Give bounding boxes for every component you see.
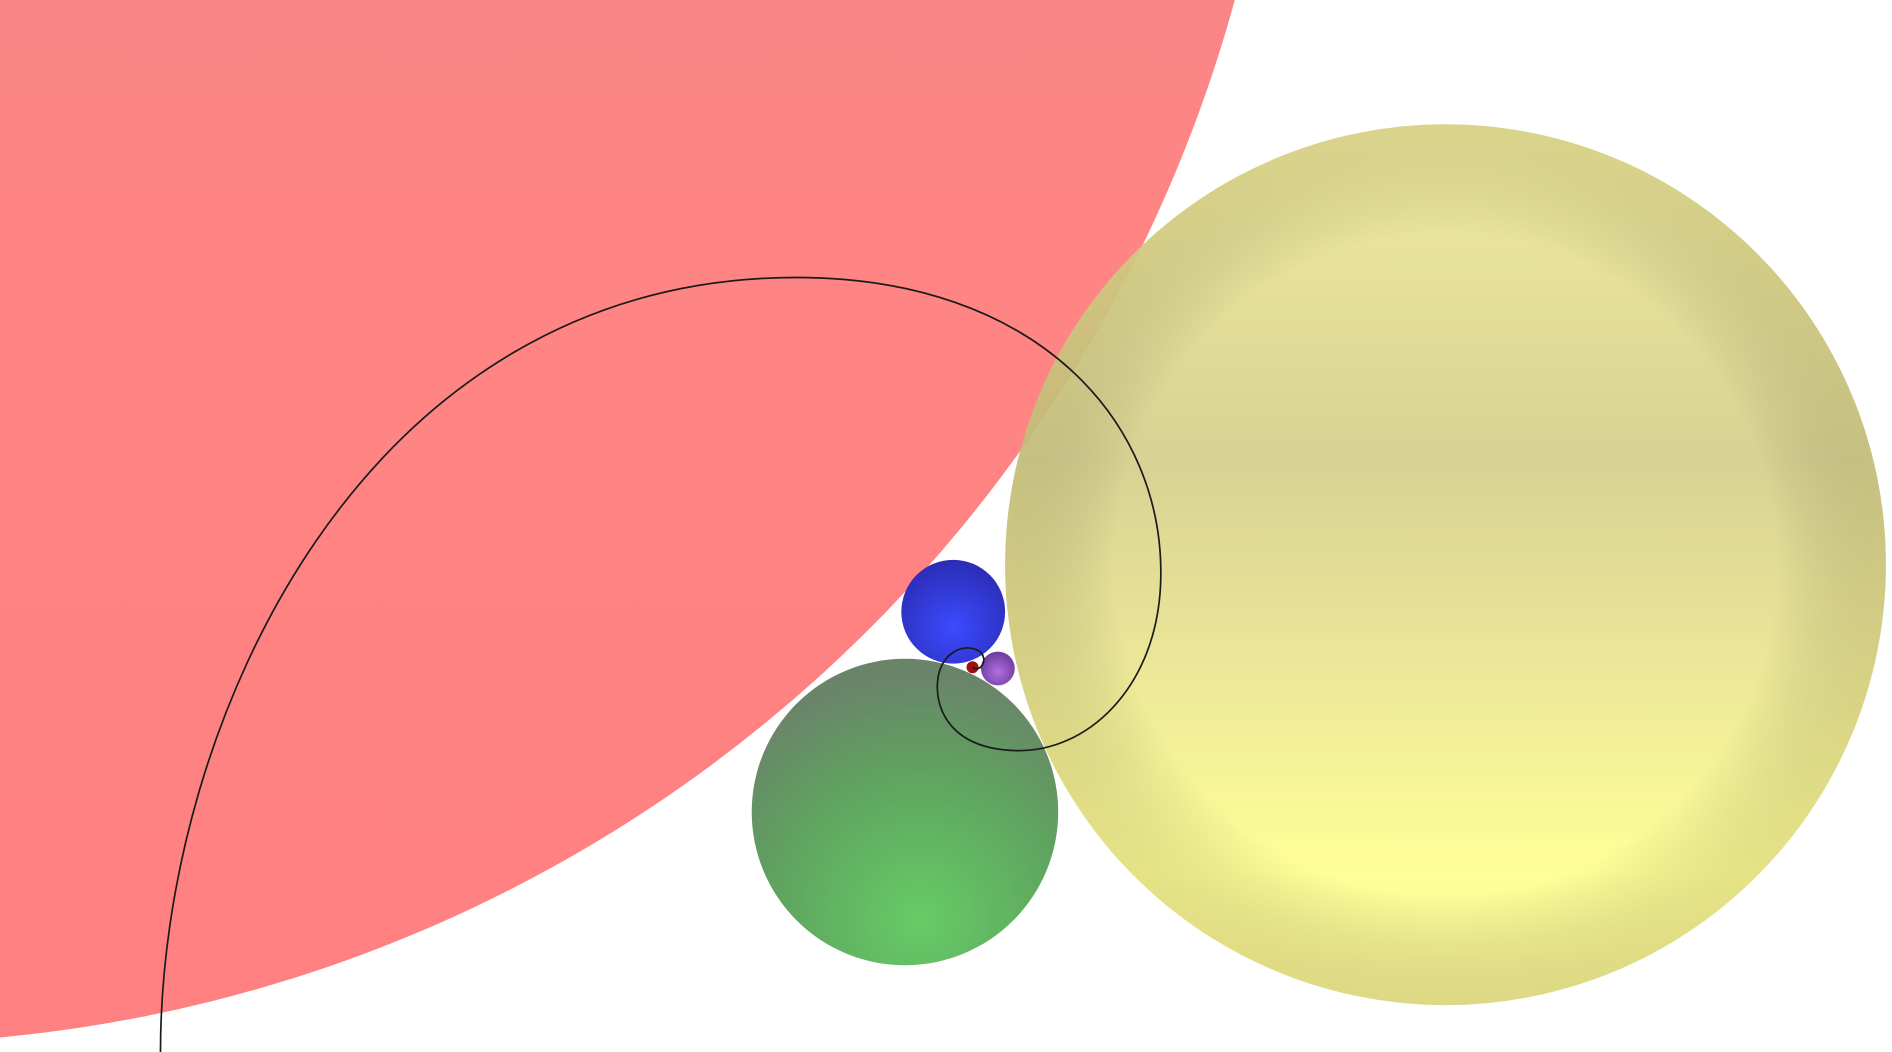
- yellow-sphere-shade: [1005, 124, 1886, 1006]
- red-sphere: [0, 0, 1235, 1038]
- blue-sphere: [901, 559, 1006, 664]
- golden-spiral: [159, 276, 1162, 1052]
- green-sphere: [751, 658, 1059, 966]
- purple-sphere: [980, 651, 1015, 686]
